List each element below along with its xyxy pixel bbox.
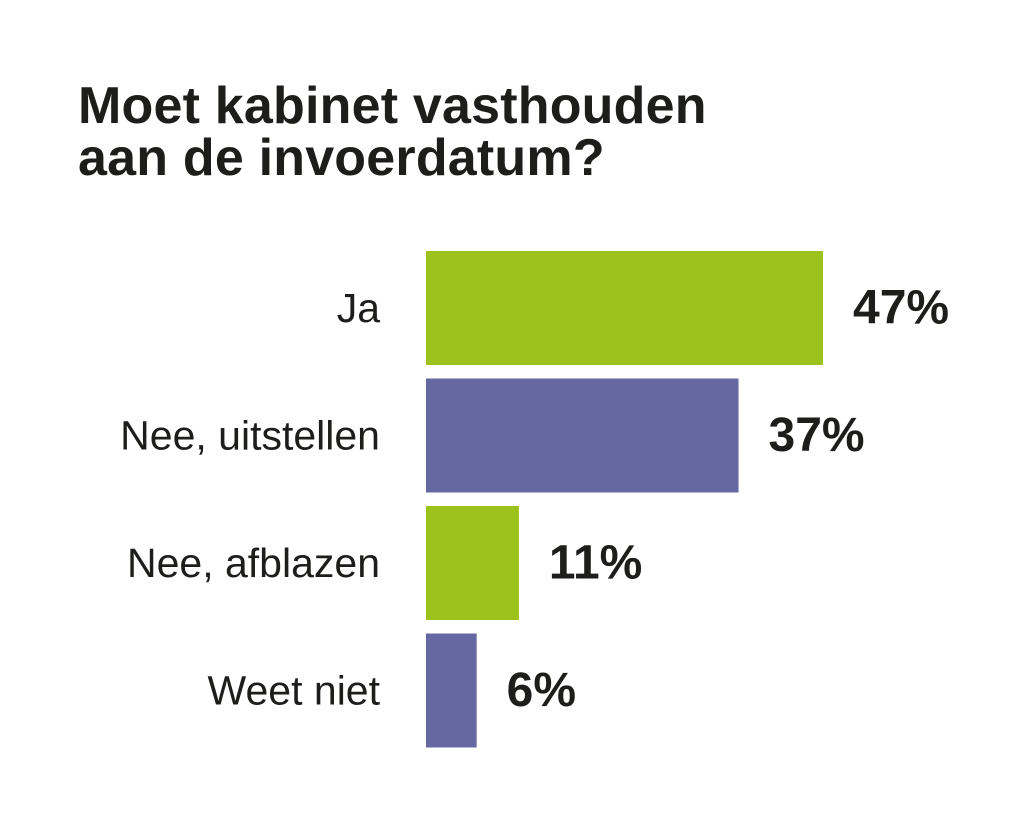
value-label-3: 11% bbox=[549, 537, 642, 590]
category-label-2: Nee, uitstellen bbox=[120, 413, 380, 459]
bar-3 bbox=[426, 506, 519, 620]
value-labels: 47% 37% 11% 6% bbox=[507, 282, 949, 718]
category-labels: Ja Nee, uitstellen Nee, afblazen Weet niet bbox=[120, 285, 380, 714]
chart-title-line-2: aan de invoerdatum? bbox=[78, 129, 605, 187]
bar-1 bbox=[426, 251, 823, 365]
category-label-3: Nee, afblazen bbox=[127, 540, 380, 586]
value-label-4: 6% bbox=[507, 664, 576, 717]
bars-group bbox=[426, 251, 823, 748]
bar-2 bbox=[426, 378, 739, 493]
value-label-2: 37% bbox=[769, 409, 865, 462]
chart-title-line-1: Moet kabinet vasthouden bbox=[78, 77, 707, 135]
category-label-4: Weet niet bbox=[208, 668, 381, 714]
value-label-1: 47% bbox=[853, 282, 949, 335]
category-label-1: Ja bbox=[337, 285, 381, 331]
bar-4 bbox=[426, 633, 477, 748]
chart-title: Moet kabinet vasthouden aan de invoerdat… bbox=[78, 80, 998, 184]
